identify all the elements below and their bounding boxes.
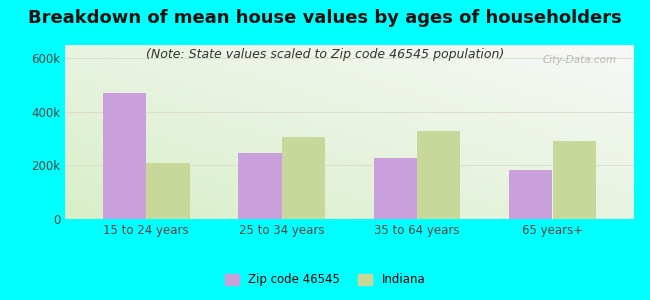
Bar bbox=[552, 141, 596, 219]
Bar bbox=[103, 93, 146, 219]
Bar bbox=[239, 153, 281, 219]
Bar bbox=[417, 131, 460, 219]
Text: Breakdown of mean house values by ages of householders: Breakdown of mean house values by ages o… bbox=[28, 9, 622, 27]
Bar bbox=[146, 163, 190, 219]
Text: City-Data.com: City-Data.com bbox=[543, 56, 617, 65]
Bar bbox=[281, 137, 325, 219]
Text: (Note: State values scaled to Zip code 46545 population): (Note: State values scaled to Zip code 4… bbox=[146, 48, 504, 61]
Legend: Zip code 46545, Indiana: Zip code 46545, Indiana bbox=[220, 269, 430, 291]
Bar bbox=[509, 170, 552, 219]
Bar bbox=[374, 158, 417, 219]
